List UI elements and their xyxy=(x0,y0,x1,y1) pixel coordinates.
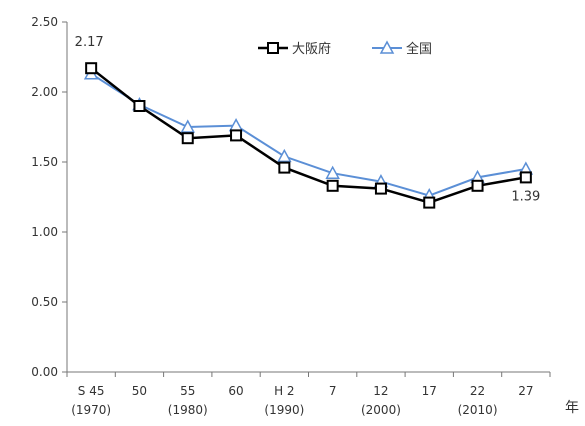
series-1 xyxy=(83,66,534,202)
x-tick-sublabel: (1970) xyxy=(71,403,111,417)
x-tick-label: 12 xyxy=(373,384,388,398)
x-tick-sublabel: (1980) xyxy=(168,403,208,417)
y-axis-ticks: 0.00 0.50 1.00 1.50 2.00 2.50 xyxy=(31,15,67,379)
x-tick-label: 60 xyxy=(228,384,243,398)
data-point-triangle xyxy=(325,165,340,179)
data-point-square xyxy=(374,182,387,195)
axes xyxy=(66,22,550,373)
x-tick-sublabel: (2000) xyxy=(361,403,401,417)
data-point-square xyxy=(181,132,194,145)
x-axis-ticks: S 45 (1970) 50 55 (1980) 60 H 2 (1990) 7 12 (2000)… xyxy=(66,372,551,417)
data-point-square xyxy=(519,171,532,184)
data-point-square xyxy=(471,179,484,192)
x-axis-unit-label: 年 xyxy=(565,400,579,416)
x-tick-label: 22 xyxy=(470,384,485,398)
x-tick-label: 17 xyxy=(422,384,437,398)
legend-item-0: 大阪府 xyxy=(258,42,331,57)
annotations: 2.17 1.39 xyxy=(75,35,541,204)
data-point-triangle xyxy=(379,40,395,54)
series-line xyxy=(90,67,527,204)
y-tick-label: 1.00 xyxy=(31,225,58,239)
data-point-square xyxy=(85,62,98,75)
x-tick-label: 50 xyxy=(132,384,147,398)
data-point-square xyxy=(133,100,146,112)
data-point-square xyxy=(278,161,291,174)
data-point-square xyxy=(326,179,339,192)
data-label: 2.17 xyxy=(75,35,104,50)
x-tick-label: 7 xyxy=(329,384,337,398)
legend: 大阪府 全国 xyxy=(258,40,432,57)
legend-item-1: 全国 xyxy=(372,40,432,57)
data-point-square xyxy=(230,129,243,142)
legend-label: 全国 xyxy=(406,41,432,57)
data-point-square xyxy=(267,42,279,54)
y-tick-label: 0.50 xyxy=(31,295,58,309)
x-tick-sublabel: (2010) xyxy=(458,403,498,417)
data-point-triangle xyxy=(277,148,292,163)
legend-label: 大阪府 xyxy=(292,42,331,57)
data-point-square xyxy=(423,196,436,209)
series-line xyxy=(90,72,527,197)
x-tick-label: S 45 xyxy=(78,384,105,398)
data-label: 1.39 xyxy=(511,189,540,204)
series-layer xyxy=(83,62,534,209)
x-tick-label: 55 xyxy=(180,384,195,398)
y-tick-label: 1.50 xyxy=(31,155,58,169)
data-point-triangle xyxy=(180,119,196,133)
series-0 xyxy=(85,62,532,209)
x-tick-label: 27 xyxy=(518,384,533,398)
y-tick-label: 2.50 xyxy=(31,15,58,29)
y-tick-label: 0.00 xyxy=(31,365,58,379)
x-tick-label: H 2 xyxy=(274,384,294,398)
y-tick-label: 2.00 xyxy=(31,85,58,99)
x-tick-sublabel: (1990) xyxy=(264,403,304,417)
